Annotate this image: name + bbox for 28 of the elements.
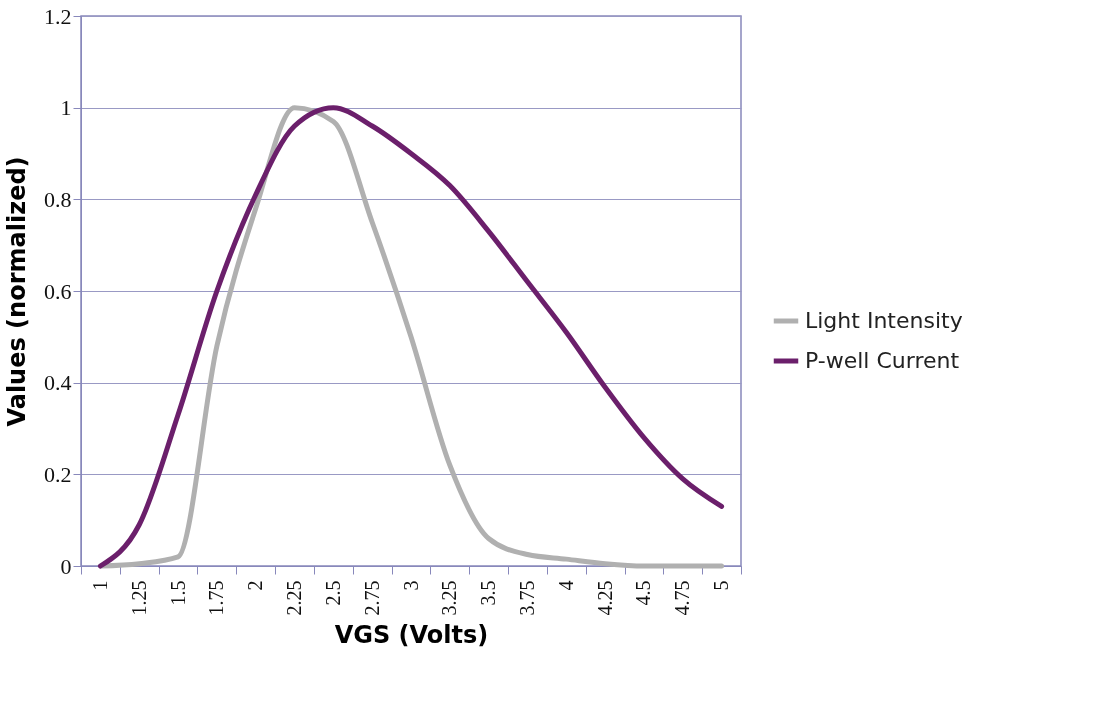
x-tick-label: 1 xyxy=(88,580,111,591)
x-tick-label: 3.25 xyxy=(438,580,461,616)
y-tick-label: 0 xyxy=(60,553,72,579)
y-tick-label: 0.6 xyxy=(44,278,72,304)
y-tick-label: 0.2 xyxy=(44,461,72,487)
x-tick-label: 2.5 xyxy=(321,580,344,606)
x-tick-label: 5 xyxy=(710,580,733,591)
legend-label: Light Intensity xyxy=(805,308,963,333)
y-tick-label: 0.4 xyxy=(44,370,72,396)
x-tick-label: 4.25 xyxy=(593,580,616,616)
x-tick-label: 1.75 xyxy=(205,580,228,616)
x-tick-label: 4.5 xyxy=(632,580,655,606)
x-tick-label: 3.5 xyxy=(477,580,500,606)
y-tick-label: 1 xyxy=(60,95,72,121)
x-tick-label: 2.25 xyxy=(283,580,306,616)
x-tick-label: 3 xyxy=(399,580,422,591)
x-axis-title: VGS (Volts) xyxy=(334,620,489,649)
legend-label: P-well Current xyxy=(805,348,960,373)
y-tick-label: 0.8 xyxy=(44,186,72,212)
x-tick-label: 4 xyxy=(554,580,577,591)
x-tick-label: 2.75 xyxy=(360,580,383,616)
y-axis-title: Values (normalized) xyxy=(3,156,31,427)
x-tick-label: 4.75 xyxy=(671,580,694,616)
x-tick-label: 1.5 xyxy=(166,580,189,606)
x-tick-label: 3.75 xyxy=(515,580,538,616)
y-tick-label: 1.2 xyxy=(44,3,72,29)
x-tick-label: 2 xyxy=(244,580,267,591)
x-tick-label: 1.25 xyxy=(127,580,150,616)
